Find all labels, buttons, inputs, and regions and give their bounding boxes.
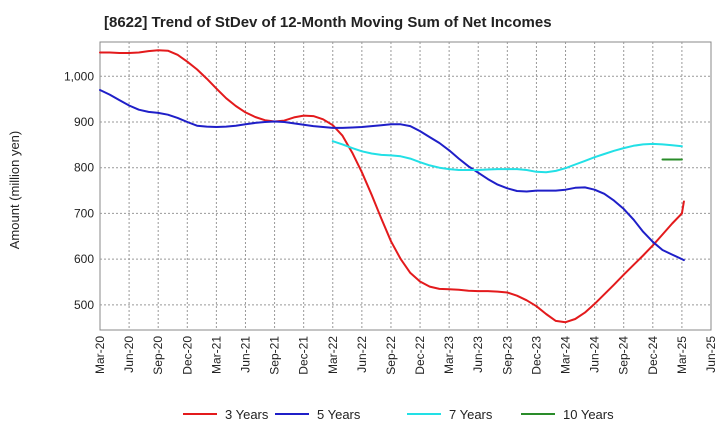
x-tick-label: Mar-23	[442, 336, 456, 374]
x-tick-label: Dec-21	[297, 336, 311, 375]
y-tick-label: 900	[74, 115, 94, 129]
series-line-7-years	[331, 140, 683, 174]
plot-area	[99, 41, 712, 331]
y-tick-label: 800	[74, 161, 94, 175]
x-axis-ticks: Mar-20 Jun-20 Sep-20 Dec-20 Mar-21 Jun-21 Sep-…	[93, 336, 718, 375]
x-tick-label: Sep-21	[268, 336, 282, 375]
y-axis-label: Amount (million yen)	[7, 131, 22, 250]
x-tick-label: Mar-24	[559, 336, 573, 374]
y-tick-label: 600	[74, 252, 94, 266]
x-tick-label: Sep-23	[500, 336, 514, 375]
x-tick-label: Jun-22	[355, 336, 369, 373]
legend-label: 7 Years	[449, 407, 493, 422]
legend-label: 3 Years	[225, 407, 269, 422]
y-tick-label: 500	[74, 298, 94, 312]
y-tick-label: 1,000	[64, 69, 94, 83]
legend: 3 Years 5 Years 7 Years 10 Years	[183, 407, 614, 422]
x-tick-label: Jun-24	[588, 336, 602, 373]
x-tick-label: Sep-22	[384, 336, 398, 375]
x-tick-label: Dec-22	[413, 336, 427, 375]
x-tick-label: Dec-23	[529, 336, 543, 375]
x-tick-label: Sep-20	[151, 336, 165, 375]
x-tick-label: Jun-25	[704, 336, 718, 373]
y-tick-label: 700	[74, 206, 94, 220]
y-axis-ticks: 500 600 700 800 900 1,000	[64, 69, 94, 312]
chart-title: [8622] Trend of StDev of 12-Month Moving…	[104, 14, 552, 31]
legend-label: 10 Years	[563, 407, 614, 422]
legend-label: 5 Years	[317, 407, 361, 422]
x-tick-label: Mar-21	[209, 336, 223, 374]
series-line-3-years	[99, 49, 685, 324]
x-tick-label: Jun-21	[238, 336, 252, 373]
x-tick-label: Jun-23	[471, 336, 485, 373]
x-tick-label: Mar-22	[326, 336, 340, 374]
x-tick-label: Mar-20	[93, 336, 107, 374]
grid-lines	[100, 42, 711, 330]
x-tick-label: Jun-20	[122, 336, 136, 373]
x-tick-label: Dec-20	[180, 336, 194, 375]
x-tick-label: Sep-24	[617, 336, 631, 375]
series-line-5-years	[99, 89, 685, 262]
series-lines	[99, 49, 685, 324]
x-tick-label: Mar-25	[675, 336, 689, 374]
x-tick-label: Dec-24	[646, 336, 660, 375]
